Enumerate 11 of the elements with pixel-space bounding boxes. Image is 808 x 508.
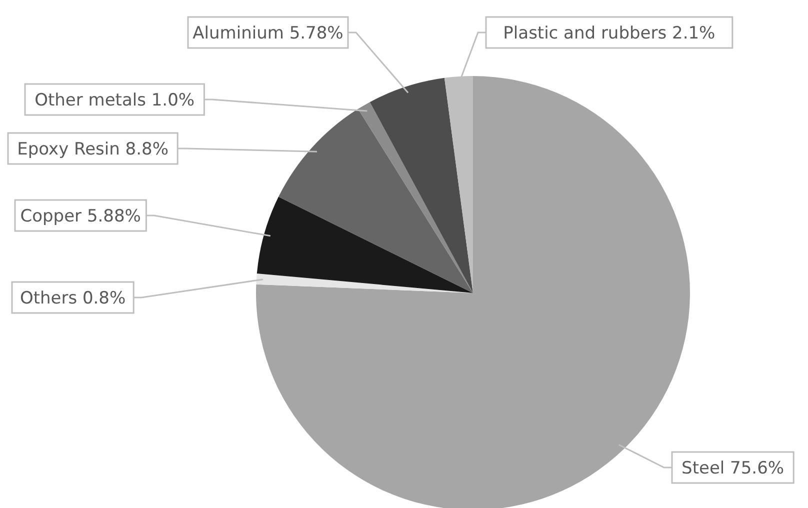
pie-slice [358, 102, 473, 293]
slice-label: Plastic and rubbers 2.1% [503, 24, 716, 44]
pie-slice [256, 196, 473, 293]
slice-label: Other metals 1.0% [34, 90, 195, 110]
slice-label: Others 0.8% [20, 288, 126, 308]
slice-label: Aluminium 5.78% [192, 24, 344, 44]
slice-label: Steel 75.6% [682, 458, 784, 478]
slice-label: Copper 5.88% [20, 206, 141, 226]
pie-slice [278, 108, 473, 293]
pie-slice [370, 78, 473, 293]
slice-label: Epoxy Resin 8.8% [17, 140, 168, 160]
